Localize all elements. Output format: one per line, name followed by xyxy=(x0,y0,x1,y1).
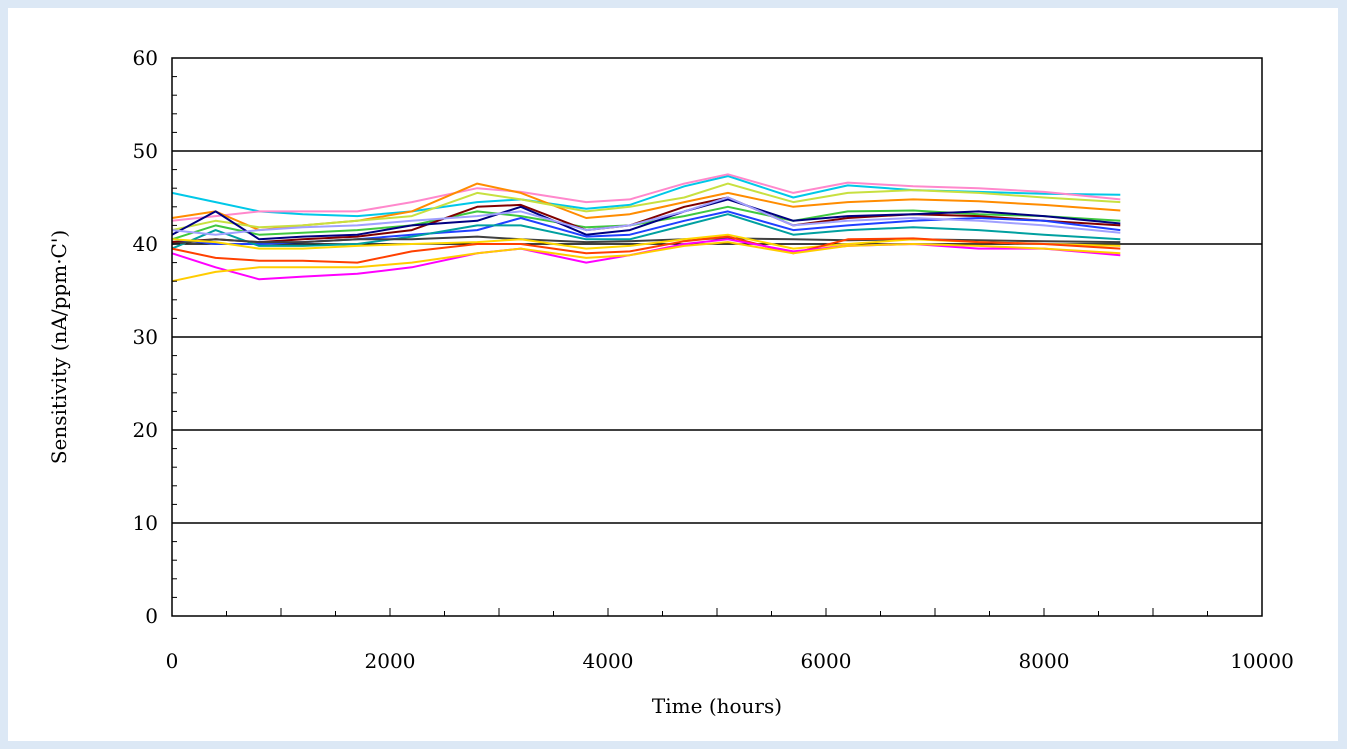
x-tick-label: 2000 xyxy=(365,649,416,673)
y-axis-label: Sensitivity (nA/ppm·C') xyxy=(47,230,71,464)
gridlines xyxy=(172,150,1262,524)
tick-labels: 0 10 20 30 40 50 60 0 2000 4000 6000 8000 10000 xyxy=(133,46,1294,673)
x-tick-label: 4000 xyxy=(583,649,634,673)
x-tick-label: 8000 xyxy=(1019,649,1070,673)
x-tick-label: 6000 xyxy=(801,649,852,673)
axis-ticks xyxy=(171,57,1263,617)
series-lines xyxy=(171,173,1121,283)
chart-frame: 0 10 20 30 40 50 60 0 2000 4000 6000 8000 10000 Time… xyxy=(8,8,1338,741)
y-tick-label: 50 xyxy=(133,139,158,163)
x-axis-label: Time (hours) xyxy=(652,694,782,718)
series-line-7 xyxy=(171,198,1121,241)
series-line-15 xyxy=(171,241,1121,283)
y-tick-label: 20 xyxy=(133,418,158,442)
series-line-9 xyxy=(171,213,1121,250)
y-tick-label: 30 xyxy=(133,325,158,349)
x-tick-label: 10000 xyxy=(1230,649,1294,673)
y-tick-label: 40 xyxy=(133,232,158,256)
series-line-2 xyxy=(171,173,1121,222)
series-line-10 xyxy=(171,196,1121,236)
series-line-13 xyxy=(171,235,1121,264)
y-tick-label: 60 xyxy=(133,46,158,70)
series-line-5 xyxy=(171,205,1121,241)
series-line-4 xyxy=(171,182,1121,232)
line-chart: 0 10 20 30 40 50 60 0 2000 4000 6000 8000 10000 Time… xyxy=(47,46,1294,718)
x-tick-label: 0 xyxy=(166,649,179,673)
y-tick-label: 10 xyxy=(133,511,158,535)
y-tick-label: 0 xyxy=(145,604,158,628)
